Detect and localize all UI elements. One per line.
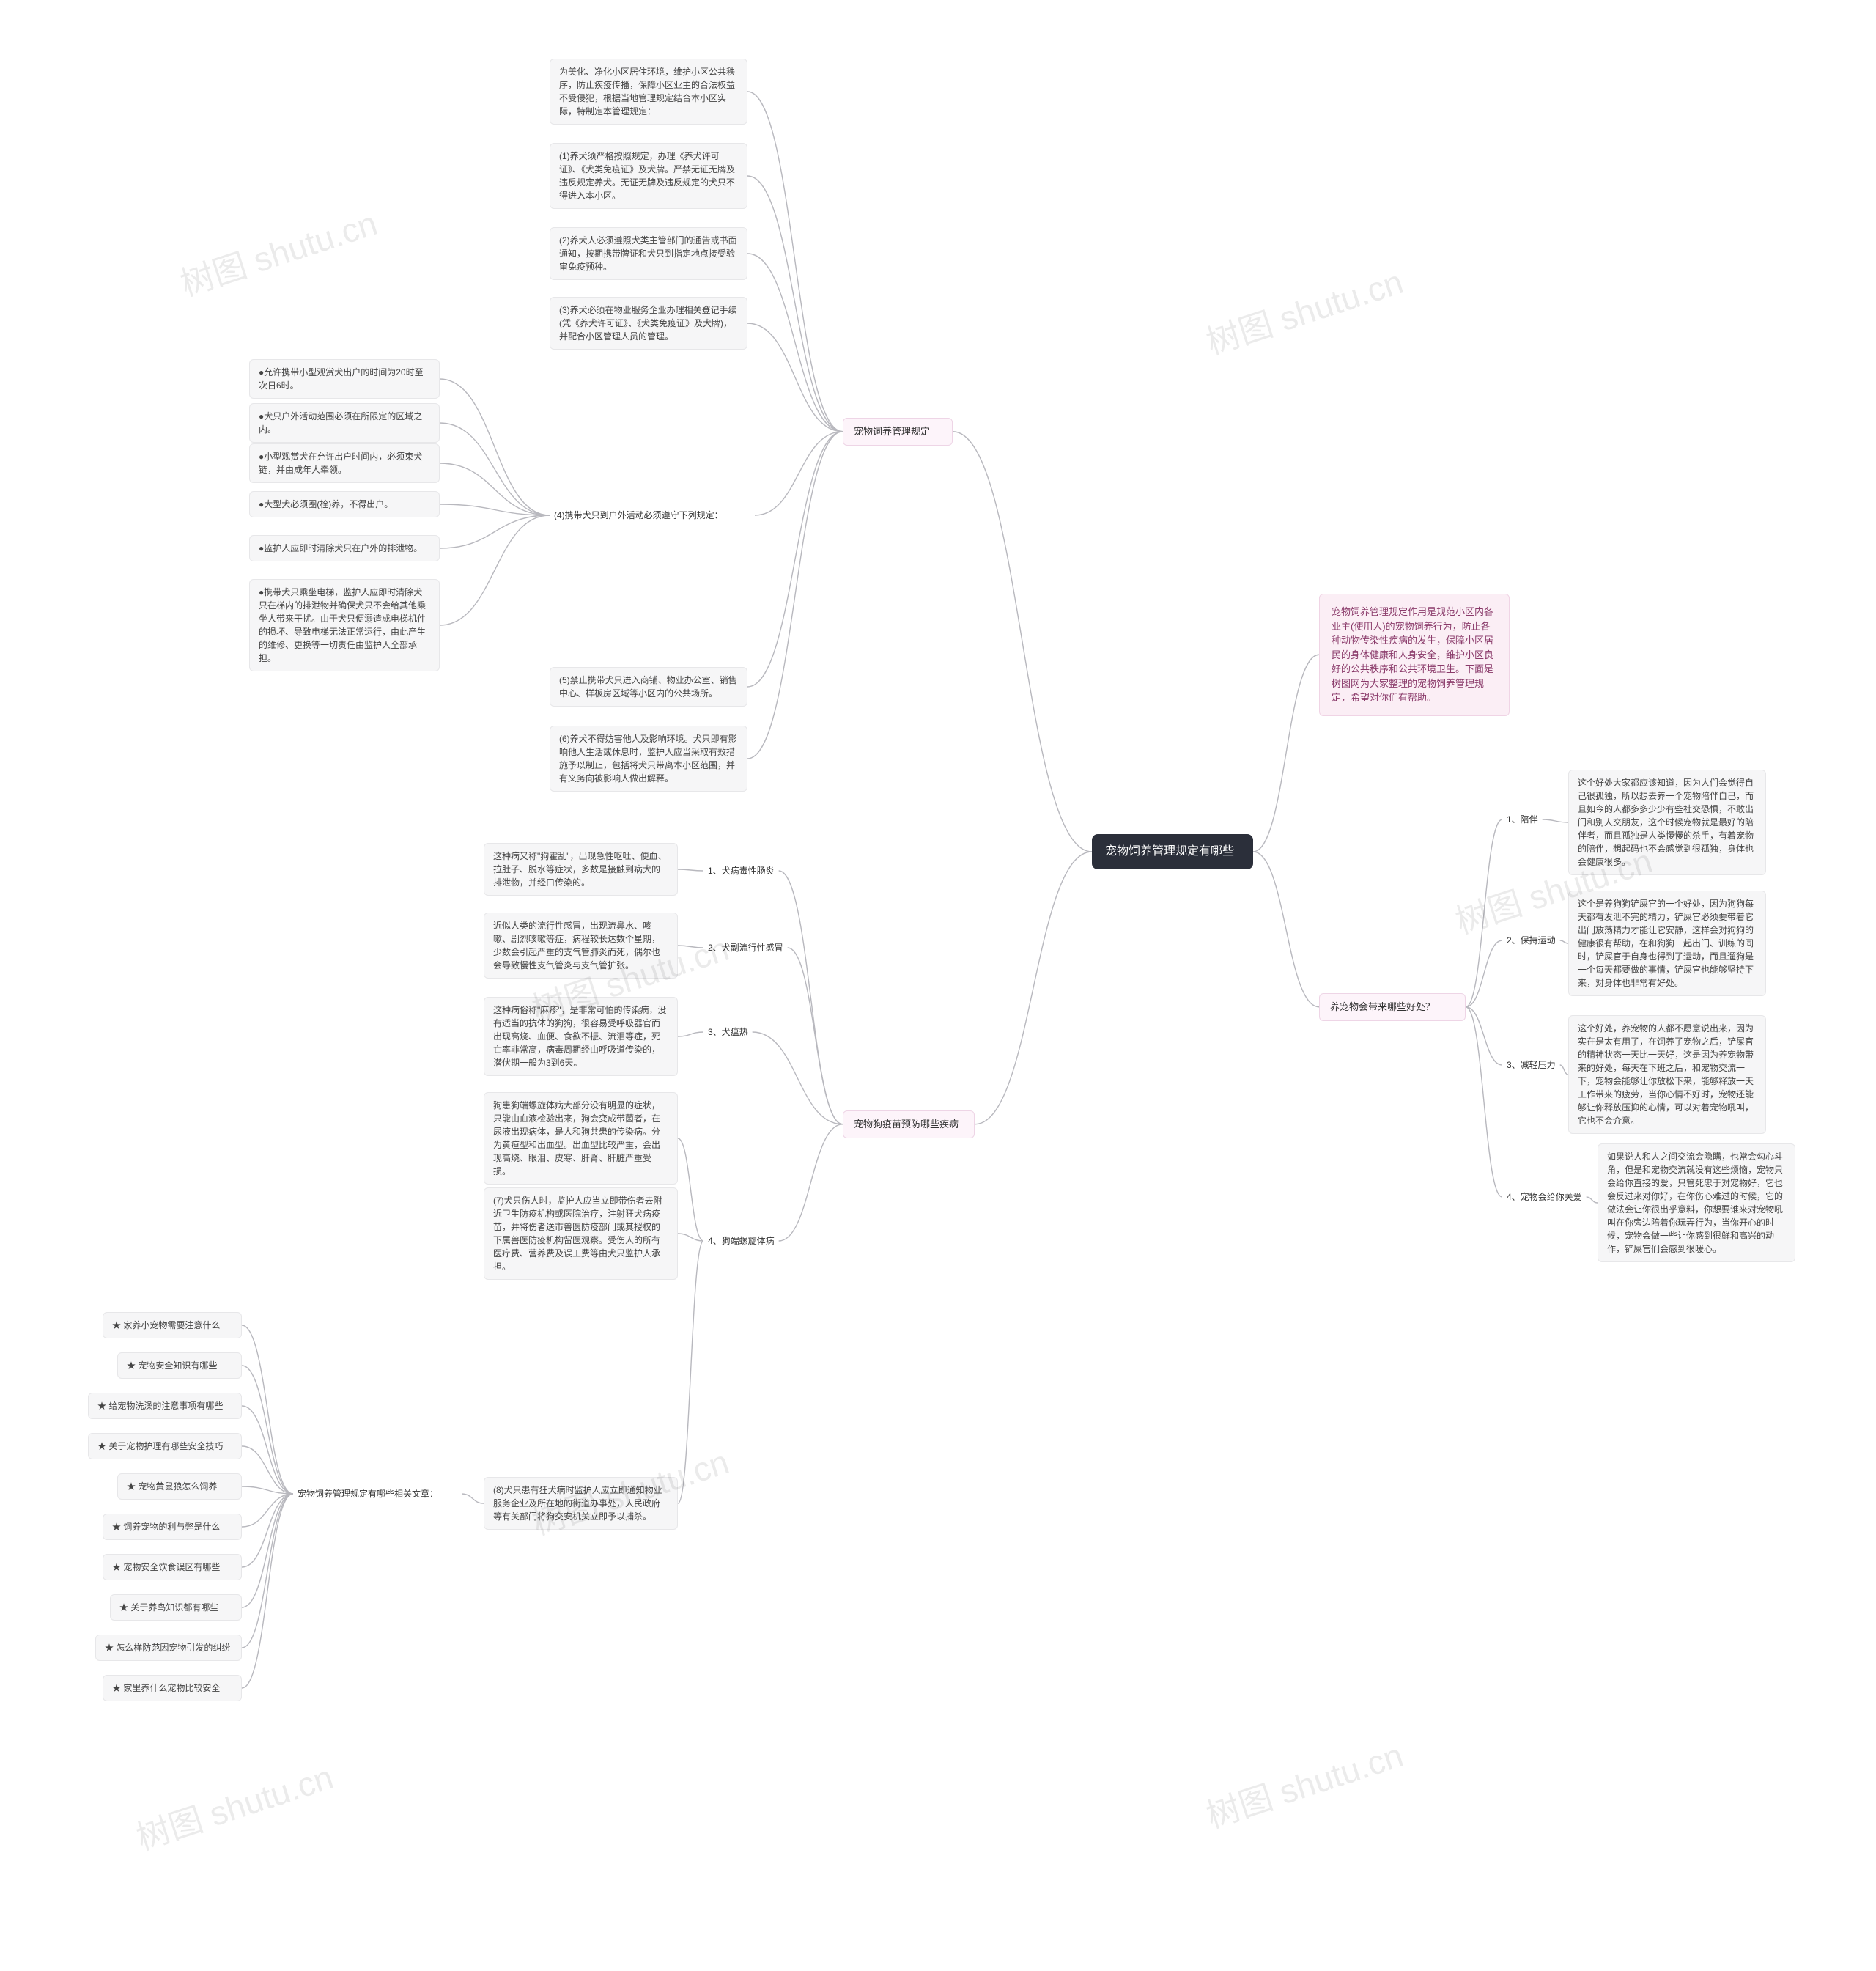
- vaccine-4-text: 狗患狗端螺旋体病大部分没有明显的症状，只能由血液检验出来，狗会变成带菌者，在尿液…: [484, 1092, 678, 1185]
- related-item-9[interactable]: ★ 怎么样防范因宠物引发的纠纷: [95, 1635, 242, 1661]
- related-item-7[interactable]: ★ 宠物安全饮食误区有哪些: [103, 1554, 242, 1580]
- vaccine-3-text: 这种病俗称"麻疹"，是非常可怕的传染病，没有适当的抗体的狗狗，很容易受呼吸器官而…: [484, 997, 678, 1076]
- benefit-1-text: 这个好处大家都应该知道，因为人们会觉得自己很孤独，所以想去养一个宠物陪伴自己，而…: [1568, 770, 1766, 875]
- root-node[interactable]: 宠物饲养管理规定有哪些: [1092, 834, 1253, 869]
- vaccine-2-text: 近似人类的流行性感冒，出现流鼻水、咳嗽、剧烈咳嗽等症，病程较长达数个星期，少数会…: [484, 913, 678, 979]
- benefit-2-label: 2、保持运动: [1502, 931, 1560, 950]
- vaccine-3-label: 3、犬瘟热: [704, 1023, 753, 1042]
- benefit-4-label: 4、宠物会给你关爱: [1502, 1187, 1587, 1206]
- benefit-3-label: 3、减轻压力: [1502, 1056, 1560, 1075]
- related-item-6[interactable]: ★ 饲养宠物的利与弊是什么: [103, 1514, 242, 1540]
- rule-4-sub-4: ●大型犬必须圈(栓)养，不得出户。: [249, 491, 440, 517]
- benefit-1-label: 1、陪伴: [1502, 810, 1543, 829]
- rule-4-sub-3: ●小型观赏犬在允许出户时间内，必须束犬链，并由成年人牵领。: [249, 443, 440, 483]
- benefit-4-text: 如果说人和人之间交流会隐瞒，也常会勾心斗角，但是和宠物交流就没有这些烦恼，宠物只…: [1598, 1143, 1795, 1262]
- related-item-3[interactable]: ★ 给宠物洗澡的注意事项有哪些: [88, 1393, 242, 1419]
- watermark: 树图 shutu.cn: [1200, 1729, 1408, 1838]
- rule-4-sub-1: ●允许携带小型观赏犬出户的时间为20时至次日6时。: [249, 359, 440, 399]
- branch-vaccines[interactable]: 宠物狗疫苗预防哪些疾病: [843, 1110, 975, 1138]
- vaccine-extra-8: (8)犬只患有狂犬病时监护人应立即通知物业服务企业及所在地的街道办事处，人民政府…: [484, 1477, 678, 1530]
- branch-benefits[interactable]: 养宠物会带来哪些好处？: [1319, 993, 1466, 1021]
- rule-4-sub-2: ●犬只户外活动范围必须在所限定的区域之内。: [249, 403, 440, 443]
- rule-4: (4)携带犬只到户外活动必须遵守下列规定：: [550, 506, 755, 525]
- rule-5: (5)禁止携带犬只进入商铺、物业办公室、销售中心、样板房区域等小区内的公共场所。: [550, 667, 747, 707]
- related-item-1[interactable]: ★ 家养小宠物需要注意什么: [103, 1312, 242, 1338]
- rule-4-sub-5: ●监护人应即时清除犬只在户外的排泄物。: [249, 535, 440, 561]
- watermark: 树图 shutu.cn: [1200, 256, 1408, 365]
- benefit-2-text: 这个是养狗狗铲屎官的一个好处，因为狗狗每天都有发泄不完的精力，铲屎官必须要带着它…: [1568, 891, 1766, 996]
- rule-6: (6)养犬不得妨害他人及影响环境。犬只即有影响他人生活或休息时，监护人应当采取有…: [550, 726, 747, 792]
- rule-intro: 为美化、净化小区居住环境，维护小区公共秩序，防止疾疫传播，保障小区业主的合法权益…: [550, 59, 747, 125]
- vaccine-1-text: 这种病又称"狗霍乱"，出现急性呕吐、便血、拉肚子、脱水等症状，多数是接触到病犬的…: [484, 843, 678, 896]
- related-item-2[interactable]: ★ 宠物安全知识有哪些: [117, 1352, 242, 1379]
- vaccine-4-label: 4、狗端螺旋体病: [704, 1231, 779, 1250]
- rule-2: (2)养犬人必须遵照犬类主管部门的通告或书面通知，按期携带牌证和犬只到指定地点接…: [550, 227, 747, 280]
- related-item-8[interactable]: ★ 关于养鸟知识都有哪些: [110, 1594, 242, 1621]
- vaccine-2-label: 2、犬副流行性感冒: [704, 938, 788, 957]
- vaccine-extra-7: (7)犬只伤人时，监护人应当立即带伤者去附近卫生防疫机构或医院治疗，注射狂犬病疫…: [484, 1187, 678, 1280]
- rule-1: (1)养犬须严格按照规定，办理《养犬许可证》、《犬类免疫证》及犬牌。严禁无证无牌…: [550, 143, 747, 209]
- rule-4-sub-6: ●携带犬只乘坐电梯，监护人应即时清除犬只在梯内的排泄物并确保犬只不会给其他乘坐人…: [249, 579, 440, 671]
- related-item-10[interactable]: ★ 家里养什么宠物比较安全: [103, 1675, 242, 1701]
- benefit-3-text: 这个好处，养宠物的人都不愿意说出来，因为实在是太有用了，在饲养了宠物之后，铲屎官…: [1568, 1015, 1766, 1134]
- branch-related[interactable]: 宠物饲养管理规定有哪些相关文章：: [293, 1484, 462, 1503]
- rule-3: (3)养犬必须在物业服务企业办理相关登记手续(凭《养犬许可证》、《犬类免疫证》及…: [550, 297, 747, 350]
- related-item-4[interactable]: ★ 关于宠物护理有哪些安全技巧: [88, 1433, 242, 1459]
- watermark: 树图 shutu.cn: [174, 197, 383, 306]
- intro-summary: 宠物饲养管理规定作用是规范小区内各业主(使用人)的宠物饲养行为，防止各种动物传染…: [1319, 594, 1510, 716]
- watermark: 树图 shutu.cn: [130, 1751, 339, 1860]
- related-item-5[interactable]: ★ 宠物黄鼠狼怎么饲养: [117, 1473, 242, 1500]
- vaccine-1-label: 1、犬病毒性肠炎: [704, 861, 779, 880]
- branch-rules[interactable]: 宠物饲养管理规定: [843, 418, 953, 446]
